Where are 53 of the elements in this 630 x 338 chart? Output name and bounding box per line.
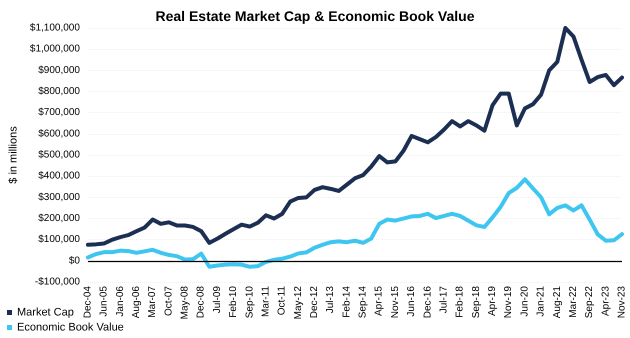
x-tick-label: Dec-12 (309, 286, 320, 318)
x-tick-label: Jun-20 (519, 286, 530, 317)
x-tick-label: Feb-14 (341, 286, 352, 318)
x-tick-label: Apr-15 (374, 286, 385, 316)
x-tick-label: Jun-05 (98, 286, 110, 317)
x-tick-label: Dec-08 (196, 286, 207, 318)
x-tick-label: Mar-11 (260, 286, 272, 317)
x-tick-label: Nov-15 (390, 286, 401, 318)
y-tick-label: $300,000 (38, 192, 80, 203)
legend-label: Economic Book Value (17, 322, 124, 334)
x-tick-label: Jul-17 (438, 286, 450, 314)
x-tick-label: Sep-10 (244, 286, 256, 318)
x-tick-label: Nov-23 (616, 286, 628, 318)
line-series (86, 26, 624, 247)
legend-label: Market Cap (17, 306, 74, 318)
x-tick-label: Aug-06 (131, 286, 142, 318)
x-tick-label: Jan-21 (536, 286, 547, 317)
x-tick-label: Jan-06 (114, 286, 126, 317)
y-tick-label: $900,000 (38, 64, 80, 76)
y-axis-title: $ in millions (8, 126, 20, 184)
y-tick-label: $800,000 (38, 86, 80, 97)
x-tick-label: Aug-21 (552, 286, 563, 318)
x-tick-label: Oct-07 (163, 286, 174, 316)
x-tick-label: Sep-22 (584, 286, 596, 318)
y-tick-label: $200,000 (38, 213, 80, 224)
x-tick-label: Jul-09 (212, 286, 223, 314)
x-tick-label: Nov-19 (503, 286, 514, 318)
x-tick-label: Jun-16 (406, 286, 418, 317)
x-tick-label: Dec-16 (422, 286, 434, 318)
x-tick-label: Mar-07 (147, 286, 158, 318)
y-tick-label: $700,000 (38, 107, 80, 118)
y-tick-label: $400,000 (38, 170, 80, 182)
x-tick-label: Apr-23 (600, 286, 612, 316)
x-tick-label: Feb-10 (228, 286, 240, 318)
x-tick-label: Feb-18 (454, 286, 466, 318)
y-tick-label: $1,000,000 (30, 44, 80, 55)
chart-title: Real Estate Market Cap & Economic Book Value (156, 8, 475, 24)
y-tick-label: $100,000 (38, 234, 80, 246)
x-tick-label: Jul-13 (325, 286, 336, 314)
x-tick-label: Oct-11 (276, 286, 288, 316)
y-tick-label: $500,000 (38, 150, 80, 160)
y-tick-label: $1,100,000 (30, 22, 80, 34)
x-tick-label: Dec-04 (82, 286, 94, 318)
line-series (86, 177, 624, 269)
x-tick-label: Sep-18 (470, 286, 482, 318)
x-tick-label: Apr-19 (487, 286, 498, 316)
x-tick-label: Mar-22 (568, 286, 579, 318)
y-tick-label: $0 (68, 255, 80, 266)
x-tick-label: Sep-14 (358, 286, 369, 318)
x-tick-label: May-12 (292, 286, 304, 320)
x-tick-label: May-08 (180, 286, 191, 320)
y-tick-label: $600,000 (38, 128, 80, 140)
y-tick-label: -$100,000 (34, 276, 80, 288)
